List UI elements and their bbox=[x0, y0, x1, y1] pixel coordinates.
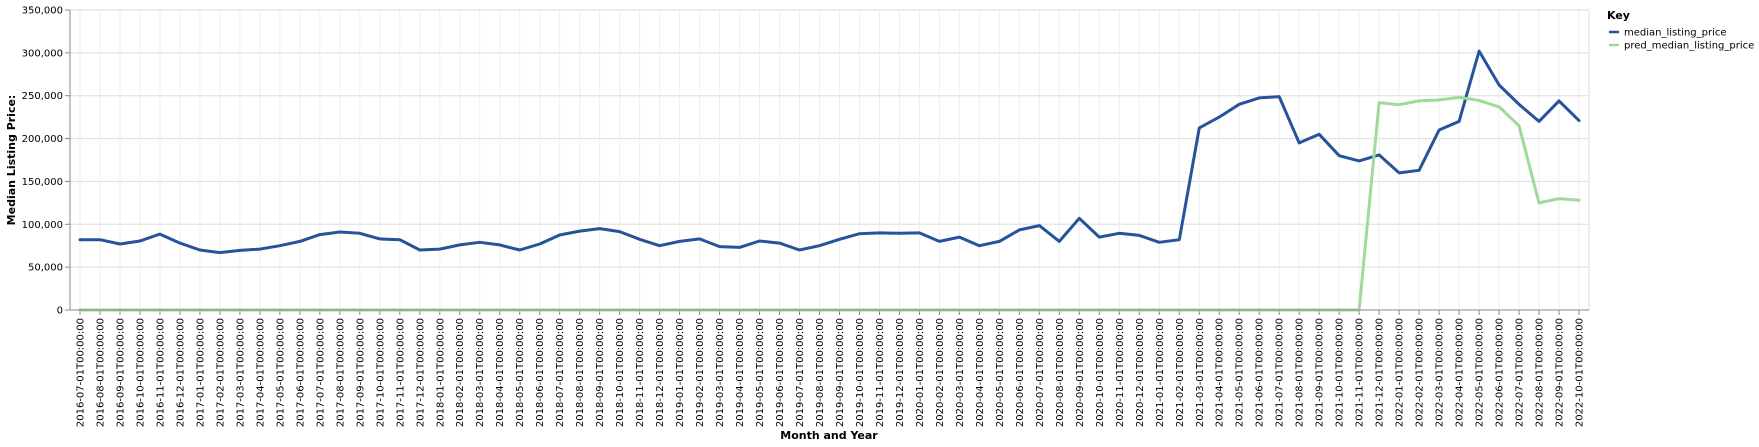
x-tick-label: 2018-03-01T00:00:00 bbox=[475, 318, 486, 427]
x-tick-label: 2019-07-01T00:00:00 bbox=[795, 318, 806, 427]
x-tick-label: 2018-07-01T00:00:00 bbox=[555, 318, 566, 427]
y-tick-label: 150,000 bbox=[22, 177, 63, 188]
x-tick-label: 2022-04-01T00:00:00 bbox=[1455, 318, 1466, 427]
x-tick-label: 2021-05-01T00:00:00 bbox=[1235, 318, 1246, 427]
x-tick-label: 2022-03-01T00:00:00 bbox=[1435, 318, 1446, 427]
x-tick-label: 2020-03-01T00:00:00 bbox=[955, 318, 966, 427]
x-tick-label: 2018-01-01T00:00:00 bbox=[435, 318, 446, 427]
x-tick-label: 2017-07-01T00:00:00 bbox=[315, 318, 326, 427]
x-tick-label: 2020-10-01T00:00:00 bbox=[1095, 318, 1106, 427]
x-axis-title: Month and Year bbox=[780, 429, 878, 442]
x-tick-label: 2018-11-01T00:00:00 bbox=[635, 318, 646, 427]
x-tick-label: 2019-06-01T00:00:00 bbox=[775, 318, 786, 427]
x-tick-label: 2018-12-01T00:00:00 bbox=[655, 318, 666, 427]
y-axis-title: Median Listing Price: bbox=[5, 95, 18, 226]
x-tick-label: 2018-09-01T00:00:00 bbox=[595, 318, 606, 427]
x-tick-label: 2016-12-01T00:00:00 bbox=[175, 318, 186, 427]
x-tick-label: 2021-12-01T00:00:00 bbox=[1375, 318, 1386, 427]
x-tick-label: 2021-10-01T00:00:00 bbox=[1335, 318, 1346, 427]
y-tick-label: 200,000 bbox=[22, 134, 63, 145]
x-axis-ticks: 2016-07-01T00:00:00 2016-08-01T00:00:00 20… bbox=[76, 310, 1586, 427]
x-tick-label: 2022-08-01T00:00:00 bbox=[1535, 318, 1546, 427]
x-tick-label: 2021-08-01T00:00:00 bbox=[1295, 318, 1306, 427]
x-tick-label: 2021-07-01T00:00:00 bbox=[1275, 318, 1286, 427]
legend-label: pred_median_listing_price bbox=[1624, 41, 1754, 52]
x-tick-label: 2021-02-01T00:00:00 bbox=[1175, 318, 1186, 427]
x-tick-label: 2021-01-01T00:00:00 bbox=[1155, 318, 1166, 427]
x-tick-label: 2017-10-01T00:00:00 bbox=[375, 318, 386, 427]
x-tick-label: 2019-11-01T00:00:00 bbox=[875, 318, 886, 427]
x-tick-label: 2021-03-01T00:00:00 bbox=[1195, 318, 1206, 427]
x-tick-label: 2018-08-01T00:00:00 bbox=[575, 318, 586, 427]
x-tick-label: 2022-06-01T00:00:00 bbox=[1495, 318, 1506, 427]
x-tick-label: 2017-09-01T00:00:00 bbox=[355, 318, 366, 427]
x-tick-label: 2018-10-01T00:00:00 bbox=[615, 318, 626, 427]
x-tick-label: 2018-02-01T00:00:00 bbox=[455, 318, 466, 427]
x-tick-label: 2018-06-01T00:00:00 bbox=[535, 318, 546, 427]
x-tick-label: 2019-12-01T00:00:00 bbox=[895, 318, 906, 427]
y-tick-label: 300,000 bbox=[22, 48, 63, 59]
x-tick-label: 2021-04-01T00:00:00 bbox=[1215, 318, 1226, 427]
y-tick-label: 50,000 bbox=[28, 263, 63, 274]
x-tick-label: 2020-08-01T00:00:00 bbox=[1055, 318, 1066, 427]
x-tick-label: 2020-06-01T00:00:00 bbox=[1015, 318, 1026, 427]
x-tick-label: 2019-09-01T00:00:00 bbox=[835, 318, 846, 427]
x-tick-label: 2021-09-01T00:00:00 bbox=[1315, 318, 1326, 427]
x-tick-label: 2017-08-01T00:00:00 bbox=[335, 318, 346, 427]
x-tick-label: 2020-04-01T00:00:00 bbox=[975, 318, 986, 427]
x-tick-label: 2017-01-01T00:00:00 bbox=[195, 318, 206, 427]
x-tick-label: 2020-01-01T00:00:00 bbox=[915, 318, 926, 427]
x-tick-label: 2022-09-01T00:00:00 bbox=[1555, 318, 1566, 427]
x-tick-label: 2022-05-01T00:00:00 bbox=[1475, 318, 1486, 427]
x-tick-label: 2020-11-01T00:00:00 bbox=[1115, 318, 1126, 427]
x-tick-label: 2016-08-01T00:00:00 bbox=[95, 318, 106, 427]
y-tick-label: 350,000 bbox=[22, 6, 63, 17]
y-tick-label: 0 bbox=[57, 306, 63, 317]
y-tick-label: 100,000 bbox=[22, 220, 63, 231]
x-tick-label: 2018-04-01T00:00:00 bbox=[495, 318, 506, 427]
x-tick-label: 2019-02-01T00:00:00 bbox=[695, 318, 706, 427]
legend: Key median_listing_price pred_median_list… bbox=[1607, 9, 1754, 52]
x-tick-label: 2019-10-01T00:00:00 bbox=[855, 318, 866, 427]
x-tick-label: 2019-03-01T00:00:00 bbox=[715, 318, 726, 427]
x-tick-label: 2022-02-01T00:00:00 bbox=[1415, 318, 1426, 427]
x-tick-label: 2019-04-01T00:00:00 bbox=[735, 318, 746, 427]
x-tick-label: 2017-05-01T00:00:00 bbox=[275, 318, 286, 427]
x-tick-label: 2021-11-01T00:00:00 bbox=[1355, 318, 1366, 427]
x-tick-label: 2016-11-01T00:00:00 bbox=[155, 318, 166, 427]
series-line-pred-median-listing-price bbox=[78, 95, 1581, 312]
x-tick-label: 2019-08-01T00:00:00 bbox=[815, 318, 826, 427]
x-tick-label: 2017-06-01T00:00:00 bbox=[295, 318, 306, 427]
x-tick-label: 2022-01-01T00:00:00 bbox=[1395, 318, 1406, 427]
x-tick-label: 2020-02-01T00:00:00 bbox=[935, 318, 946, 427]
legend-items: median_listing_price pred_median_listing_… bbox=[1609, 28, 1754, 52]
x-tick-label: 2017-02-01T00:00:00 bbox=[215, 318, 226, 427]
x-tick-label: 2020-12-01T00:00:00 bbox=[1135, 318, 1146, 427]
x-tick-label: 2022-07-01T00:00:00 bbox=[1515, 318, 1526, 427]
x-tick-label: 2017-11-01T00:00:00 bbox=[395, 318, 406, 427]
y-axis-ticks: 0 50,000 100,000 150,000 200,000 250,000 300,0… bbox=[22, 6, 70, 317]
x-tick-label: 2017-03-01T00:00:00 bbox=[235, 318, 246, 427]
grid bbox=[70, 9, 1589, 311]
x-tick-label: 2022-10-01T00:00:00 bbox=[1575, 318, 1586, 427]
x-tick-label: 2019-05-01T00:00:00 bbox=[755, 318, 766, 427]
x-tick-label: 2017-12-01T00:00:00 bbox=[415, 318, 426, 427]
x-tick-label: 2020-05-01T00:00:00 bbox=[995, 318, 1006, 427]
x-tick-label: 2021-06-01T00:00:00 bbox=[1255, 318, 1266, 427]
x-tick-label: 2018-05-01T00:00:00 bbox=[515, 318, 526, 427]
y-tick-label: 250,000 bbox=[22, 91, 63, 102]
x-tick-label: 2020-09-01T00:00:00 bbox=[1075, 318, 1086, 427]
x-tick-label: 2016-09-01T00:00:00 bbox=[115, 318, 126, 427]
x-tick-label: 2020-07-01T00:00:00 bbox=[1035, 318, 1046, 427]
legend-title: Key bbox=[1607, 9, 1630, 22]
x-tick-label: 2016-10-01T00:00:00 bbox=[135, 318, 146, 427]
x-tick-label: 2016-07-01T00:00:00 bbox=[76, 318, 87, 427]
series-line-median-listing-price bbox=[78, 49, 1581, 255]
x-tick-label: 2017-04-01T00:00:00 bbox=[255, 318, 266, 427]
x-tick-label: 2019-01-01T00:00:00 bbox=[675, 318, 686, 427]
series-lines bbox=[78, 49, 1581, 312]
legend-label: median_listing_price bbox=[1624, 28, 1727, 39]
